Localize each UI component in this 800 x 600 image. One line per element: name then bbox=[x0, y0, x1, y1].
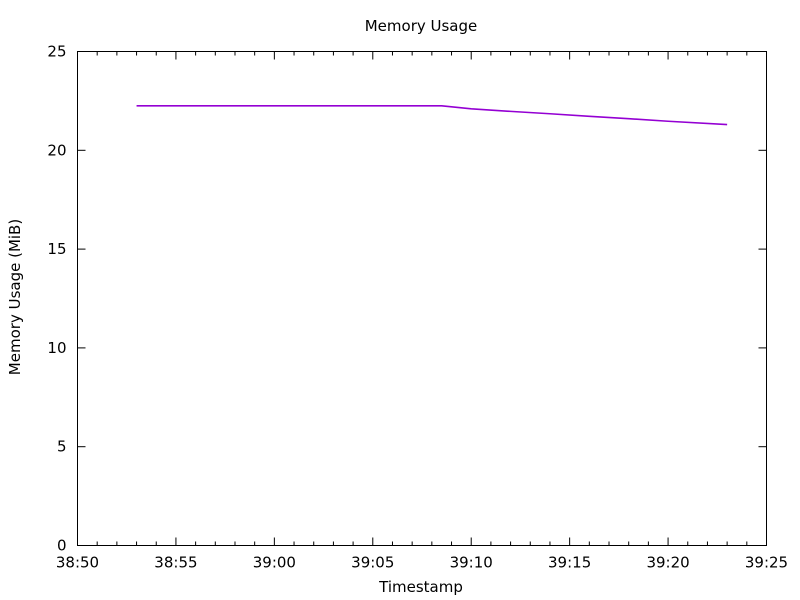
chart-title: Memory Usage bbox=[365, 17, 478, 35]
y-tick-label: 25 bbox=[47, 43, 66, 61]
x-tick-label: 38:50 bbox=[56, 554, 99, 572]
y-axis-title: Memory Usage (MiB) bbox=[6, 219, 24, 375]
x-tick-label: 39:10 bbox=[450, 554, 493, 572]
y-tick-label: 10 bbox=[47, 339, 66, 357]
y-tick-label: 0 bbox=[57, 537, 67, 555]
x-tick-label: 38:55 bbox=[154, 554, 197, 572]
memory-usage-line bbox=[136, 105, 728, 126]
tick-labels: 0 5 10 15 20 25 38:50 38:55 39:00 39:05 39:10 39:15… bbox=[47, 43, 788, 572]
x-tick-label: 39:00 bbox=[253, 554, 296, 572]
series-layer bbox=[136, 105, 728, 126]
axis-ticks bbox=[77, 51, 767, 546]
x-tick-label: 39:05 bbox=[351, 554, 394, 572]
y-tick-label: 5 bbox=[57, 438, 67, 456]
plot-frame bbox=[77, 51, 767, 546]
x-tick-label: 39:15 bbox=[548, 554, 591, 572]
y-tick-label: 20 bbox=[47, 141, 66, 159]
y-tick-label: 15 bbox=[47, 240, 66, 258]
x-tick-label: 39:20 bbox=[646, 554, 689, 572]
x-tick-label: 39:25 bbox=[745, 554, 788, 572]
x-axis-title: Timestamp bbox=[378, 578, 463, 596]
